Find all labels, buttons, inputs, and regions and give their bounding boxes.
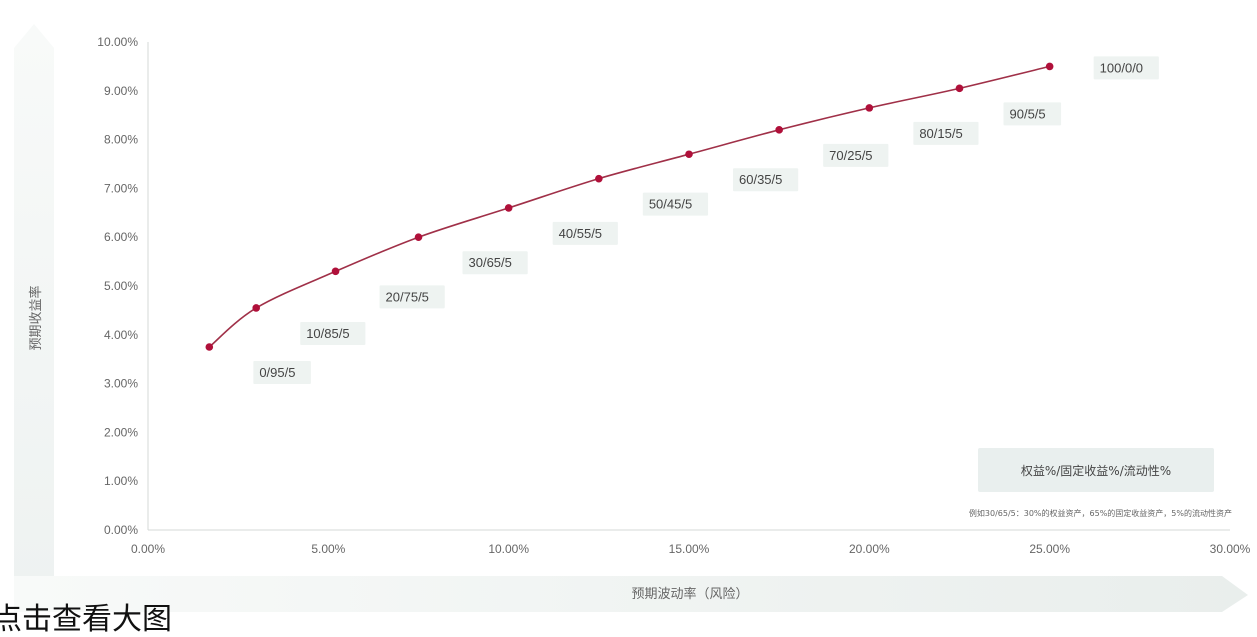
y-tick-label: 9.00% <box>104 84 138 98</box>
x-tick-label: 15.00% <box>669 542 710 556</box>
data-point <box>775 126 783 134</box>
data-point <box>685 150 693 159</box>
point-label-bg <box>300 321 366 345</box>
y-tick-label: 1.00% <box>104 474 138 488</box>
x-tick-label: 30.00% <box>1210 542 1251 556</box>
x-tick-label: 25.00% <box>1029 542 1070 556</box>
point-label-bg <box>253 361 311 384</box>
legend-note: 例如30/65/5：30%的权益资产，65%的固定收益资产，5%的流动性资产 <box>969 508 1232 518</box>
x-tick-labels: 0.00% 5.00% 10.00% 15.00% 20.00% 25.00% 30.00% <box>131 542 1251 556</box>
y-tick-label: 7.00% <box>104 181 138 195</box>
point-label-bg <box>642 192 709 216</box>
point-label-bg <box>733 168 799 192</box>
series-line-group <box>208 65 1050 348</box>
data-point <box>955 84 964 93</box>
x-tick-label: 20.00% <box>849 542 890 556</box>
y-axis-arrow <box>14 24 54 592</box>
y-tick-label: 6.00% <box>104 230 138 244</box>
point-label: 100/0/0 <box>1100 60 1143 75</box>
data-point <box>414 233 423 241</box>
y-tick-label: 0.00% <box>104 523 138 537</box>
x-axis-title: 预期波动率（风险） <box>631 586 748 602</box>
legend: 权益%/固定收益%/流动性% 例如30/65/5：30%的权益资产，65%的固定… <box>969 448 1232 518</box>
point-label-bg <box>913 121 979 145</box>
data-point <box>504 204 513 212</box>
point-label: 40/55/5 <box>559 226 602 241</box>
y-tick-labels: 0.00% 1.00% 2.00% 3.00% 4.00% 5.00% 6.00% 7.00%… <box>97 35 138 537</box>
point-label-group: 0/95/5 10/85/5 20/75/5 30/65/5 40/55/5 50/45/… <box>253 56 1159 384</box>
data-point <box>865 104 874 112</box>
x-tick-label: 10.00% <box>488 542 529 556</box>
point-label: 50/45/5 <box>649 197 692 212</box>
legend-box <box>978 448 1214 492</box>
data-point <box>595 174 603 183</box>
x-tick-label: 5.00% <box>311 542 345 556</box>
data-point <box>1045 62 1054 71</box>
data-point <box>252 304 260 312</box>
point-marker-group <box>205 62 1054 351</box>
y-tick-label: 4.00% <box>104 328 138 342</box>
point-label-bg <box>1093 56 1159 80</box>
y-tick-label: 8.00% <box>104 133 138 147</box>
point-label: 70/25/5 <box>829 148 872 163</box>
point-label: 80/15/5 <box>919 126 962 141</box>
y-tick-label: 2.00% <box>104 425 138 439</box>
y-tick-label: 3.00% <box>104 377 138 391</box>
point-label: 10/85/5 <box>306 326 349 341</box>
point-label: 0/95/5 <box>259 365 295 380</box>
data-point <box>205 343 214 351</box>
y-tick-label: 5.00% <box>104 279 138 293</box>
view-large-image-caption[interactable]: 点击查看大图 <box>0 602 172 637</box>
point-label-bg <box>823 143 889 167</box>
data-point <box>331 267 340 276</box>
legend-title: 权益%/固定收益%/流动性% <box>1021 463 1171 478</box>
point-label-bg <box>462 251 528 275</box>
frontier-line <box>208 65 1050 348</box>
point-label-bg <box>1003 102 1062 126</box>
point-label-bg <box>379 285 445 309</box>
point-label: 20/75/5 <box>386 289 429 304</box>
x-axis-arrow <box>14 576 1248 612</box>
point-label: 30/65/5 <box>469 255 512 270</box>
point-label: 90/5/5 <box>1010 106 1046 121</box>
y-axis-title: 预期收益率 <box>28 285 44 350</box>
point-label-bg <box>552 221 618 245</box>
point-label: 60/35/5 <box>739 172 782 187</box>
x-tick-label: 0.00% <box>131 542 165 556</box>
y-tick-label: 10.00% <box>97 35 138 49</box>
